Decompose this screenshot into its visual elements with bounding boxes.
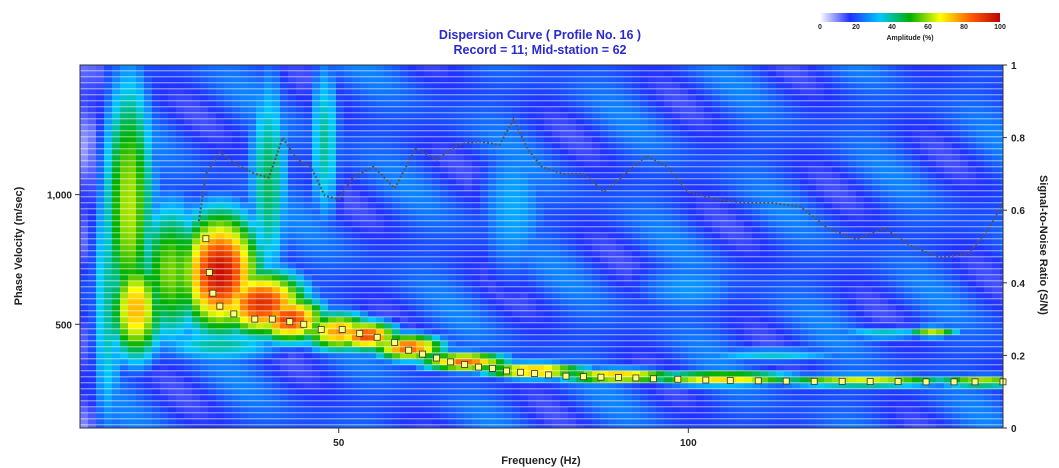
y2-axis-label: Signal-to-Noise Ratio (S/N) [1037, 175, 1049, 315]
dispersion-point [838, 377, 846, 385]
x-tick-label: 100 [680, 438, 697, 449]
dispersion-point [317, 326, 325, 333]
dispersion-point [597, 373, 605, 381]
dispersion-point [754, 377, 762, 385]
y2-tick-label: 1 [1011, 61, 1017, 72]
dispersion-point [216, 302, 224, 310]
dispersion-point [391, 339, 399, 346]
y2-tick-label: 0 [1011, 424, 1017, 435]
dispersion-point [433, 354, 441, 362]
dispersion-point [419, 350, 427, 358]
colorbar-tick-label: 60 [924, 24, 932, 31]
dispersion-point [726, 377, 734, 384]
dispersion-point [202, 235, 210, 243]
dispersion-point [286, 318, 294, 326]
y2-tick-label: 0.2 [1011, 351, 1025, 362]
dispersion-point [268, 315, 276, 323]
dispersion-point [531, 370, 538, 377]
axes: 50 100 500 1,000 0 0.2 0.4 0.6 0.8 1 [47, 61, 1025, 449]
chart-subtitle: Record = 11; Mid-station = 62 [453, 43, 627, 57]
dispersion-points-series [202, 235, 1007, 386]
dispersion-point [782, 377, 790, 385]
dispersion-point [562, 372, 570, 380]
colorbar-tick-label: 40 [888, 24, 896, 31]
colorbar-gradient [820, 13, 1000, 22]
dispersion-point [205, 269, 213, 276]
dispersion-point [950, 378, 958, 386]
y2-tick-label: 0.4 [1011, 279, 1025, 290]
x-axis-label: Frequency (Hz) [501, 455, 581, 467]
colorbar-label: Amplitude (%) [886, 35, 933, 42]
y2-tick-label: 0.6 [1011, 206, 1025, 217]
plot-frame [79, 64, 1004, 429]
colorbar-tick-label: 20 [852, 24, 860, 31]
dispersion-point [356, 329, 364, 337]
dispersion-point [649, 375, 657, 383]
chart-title-block: Dispersion Curve ( Profile No. 16 ) Reco… [330, 28, 750, 58]
dispersion-point [300, 320, 308, 328]
y2-tick-label: 0.8 [1011, 134, 1025, 145]
dispersion-point [632, 374, 640, 382]
dispersion-point [475, 363, 482, 371]
y-axis-label: Phase Velocity (m/sec) [13, 186, 25, 305]
dispersion-point [503, 367, 510, 375]
dispersion-point [674, 375, 682, 383]
x-tick-label: 50 [333, 438, 345, 449]
colorbar: 0 20 40 60 80 100 [818, 13, 1006, 31]
dispersion-point [461, 361, 468, 368]
snr-line [197, 117, 1003, 259]
dispersion-point [810, 377, 818, 385]
colorbar-tick-label: 100 [994, 24, 1006, 31]
chart-title: Dispersion Curve ( Profile No. 16 ) [438, 28, 642, 42]
y-tick-label: 500 [55, 320, 72, 331]
dispersion-point [702, 376, 710, 384]
snr-series [197, 117, 1003, 259]
scanline-overlay [80, 65, 1003, 428]
dispersion-point [922, 378, 930, 386]
colorbar-tick-label: 0 [818, 24, 822, 31]
dispersion-point [447, 358, 454, 366]
dispersion-point [545, 371, 552, 379]
dispersion-point [615, 374, 622, 381]
dispersion-point [209, 289, 217, 297]
colorbar-tick-label: 80 [960, 24, 968, 31]
dispersion-point [517, 368, 524, 376]
dispersion-point [251, 315, 259, 323]
dispersion-point [894, 378, 902, 385]
dispersion-point [580, 373, 587, 381]
dispersion-point [405, 346, 413, 354]
dispersion-point [338, 326, 346, 333]
dispersion-point [489, 364, 496, 372]
dispersion-point [866, 378, 874, 385]
dispersion-point [230, 310, 238, 318]
dispersion-point [373, 333, 381, 341]
y-tick-label: 1,000 [47, 191, 72, 202]
dispersion-point [971, 378, 979, 386]
